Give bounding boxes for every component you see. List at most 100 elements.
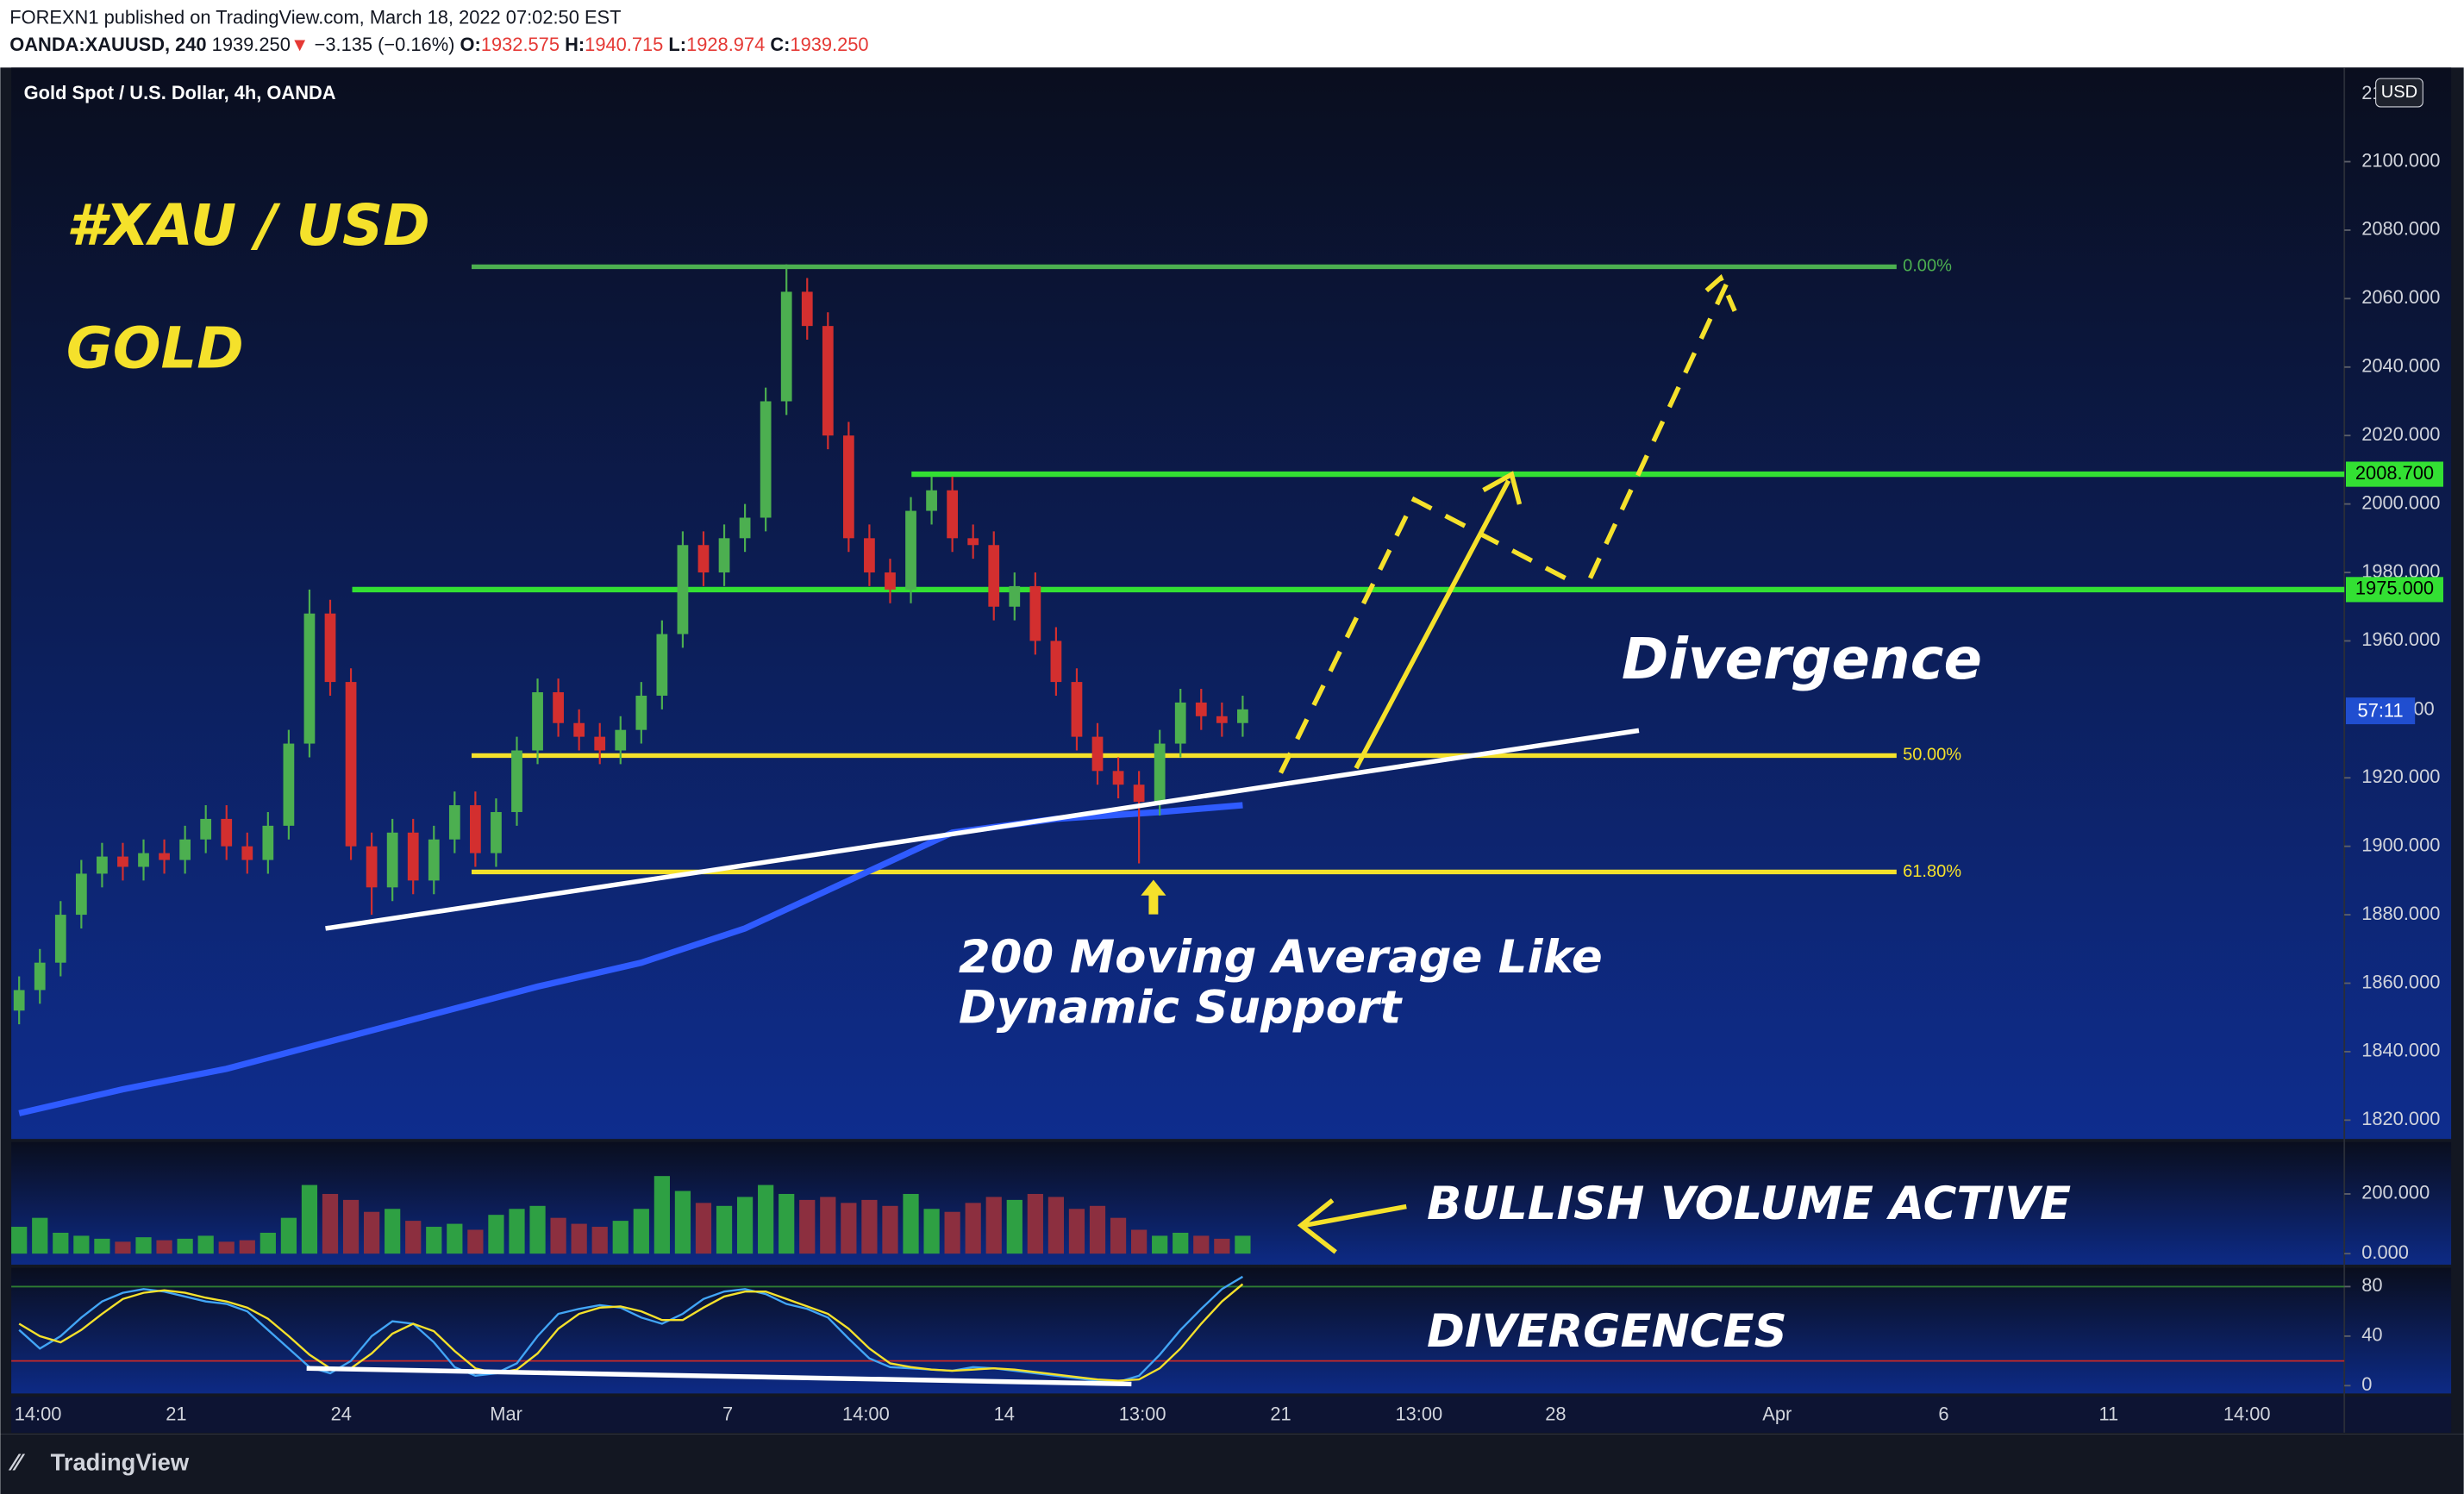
candle-body (926, 490, 937, 511)
candle-body (1091, 736, 1104, 772)
ticker-note: #XAU / USD (66, 193, 430, 259)
candle-body (760, 401, 772, 518)
volume-bar (177, 1238, 193, 1254)
candle-body (553, 691, 564, 723)
y-tick-label: 2060.000 (2361, 286, 2440, 308)
x-tick-label: 11 (2098, 1403, 2118, 1425)
header-bg (0, 0, 2464, 68)
x-tick-label: Mar (490, 1403, 522, 1425)
c-label: C: (770, 34, 790, 55)
candle-body (54, 915, 66, 963)
volume-bar (1173, 1232, 1189, 1254)
volume-bar (94, 1238, 110, 1254)
countdown: 57:11 (2358, 699, 2404, 721)
volume-bar (301, 1185, 318, 1254)
stoch-note: DIVERGENCES (1427, 1305, 1787, 1358)
candle-body (532, 691, 543, 751)
volume-bar (488, 1215, 504, 1254)
candle-body (656, 634, 668, 696)
volume-bar (322, 1193, 339, 1254)
x-tick-label: Apr (1762, 1403, 1792, 1425)
candle-body (905, 510, 916, 590)
x-tick-label: 14:00 (15, 1403, 62, 1425)
stoch-k (18, 1275, 1243, 1384)
volume-bar (239, 1240, 255, 1254)
arrow (1354, 471, 1523, 770)
volume-note: BULLISH VOLUME ACTIVE (1427, 1178, 2071, 1230)
y-tick-label: 1920.000 (2361, 766, 2440, 787)
candle-body (573, 722, 585, 737)
volume-bar (1089, 1205, 1106, 1254)
fib-label: 0.00% (1903, 257, 1952, 276)
ma-note: Dynamic Support (959, 981, 1403, 1034)
volume-bar (861, 1199, 878, 1254)
candle-body (262, 825, 274, 860)
volume-bar (944, 1211, 960, 1254)
currency: USD (2381, 83, 2417, 102)
volume-bar (1193, 1235, 1210, 1254)
y-tick-label: 1840.000 (2361, 1040, 2440, 1061)
stoch-d (18, 1283, 1244, 1382)
candle-body (407, 832, 419, 881)
countdown-box (2346, 697, 2416, 725)
candle-body (988, 545, 1000, 607)
level-tag (2346, 577, 2443, 603)
volume-bar (426, 1227, 442, 1254)
y-tick-label: 1860.000 (2361, 971, 2440, 992)
volume-bar (820, 1197, 836, 1254)
trend-line (325, 728, 1640, 931)
o-label: O: (460, 34, 481, 55)
volume-bar (779, 1193, 795, 1254)
y-tick-label: 2100.000 (2361, 149, 2440, 171)
candle-body (448, 805, 460, 840)
candle-body (594, 736, 606, 751)
y-tick-label: 2080.000 (2361, 218, 2440, 240)
support-arrow (1141, 879, 1166, 915)
volume-bar (550, 1217, 566, 1254)
y-tick-label: 2000.000 (2361, 491, 2440, 513)
volume-bar (53, 1232, 69, 1254)
high: 1940.715 (585, 34, 663, 55)
level-label: 1975.000 (2355, 578, 2434, 599)
candle-body (75, 873, 87, 916)
candle-body (491, 811, 502, 853)
candle-body (697, 545, 710, 573)
candle-body (677, 545, 689, 634)
volume-bar (903, 1193, 919, 1254)
volume-bar (923, 1209, 940, 1254)
candle-body (179, 839, 191, 860)
candle-body (117, 856, 128, 867)
open: 1932.575 (481, 34, 560, 55)
instrument: Gold Spot / U.S. Dollar, 4h, OANDA (24, 82, 336, 103)
candle-body (864, 538, 875, 573)
x-tick-label: 28 (1545, 1403, 1566, 1425)
publisher: FOREXN1 published on TradingView.com, Ma… (9, 7, 621, 28)
volume-arrow (1297, 1198, 1407, 1254)
volume-bar (156, 1240, 172, 1254)
candle-body (1154, 743, 1166, 803)
candle-body (200, 818, 212, 840)
x-tick-label: 14:00 (2223, 1403, 2271, 1425)
volume-bar (509, 1209, 525, 1254)
volume-bar (11, 1227, 28, 1254)
volume-bar (612, 1221, 629, 1254)
candle-body (366, 846, 378, 888)
volume-bar (591, 1227, 608, 1254)
x-tick-label: 24 (331, 1403, 352, 1425)
volume-bar (1048, 1197, 1065, 1254)
x-tick-label: 13:00 (1119, 1403, 1166, 1425)
fib-label: 61.80% (1903, 862, 1961, 881)
volume-bar (882, 1205, 898, 1254)
volume-bar (654, 1176, 670, 1254)
volume-bar (841, 1203, 857, 1254)
candle-body (947, 490, 959, 539)
volume-bar (1131, 1229, 1148, 1254)
candle-body (324, 613, 336, 683)
volume-bar (32, 1217, 48, 1254)
y-tick-label: 0 (2361, 1373, 2372, 1395)
candle-body (1237, 709, 1248, 723)
y-tick-label: 1880.000 (2361, 903, 2440, 924)
candle-body (1071, 682, 1083, 737)
candle-body (615, 729, 627, 751)
